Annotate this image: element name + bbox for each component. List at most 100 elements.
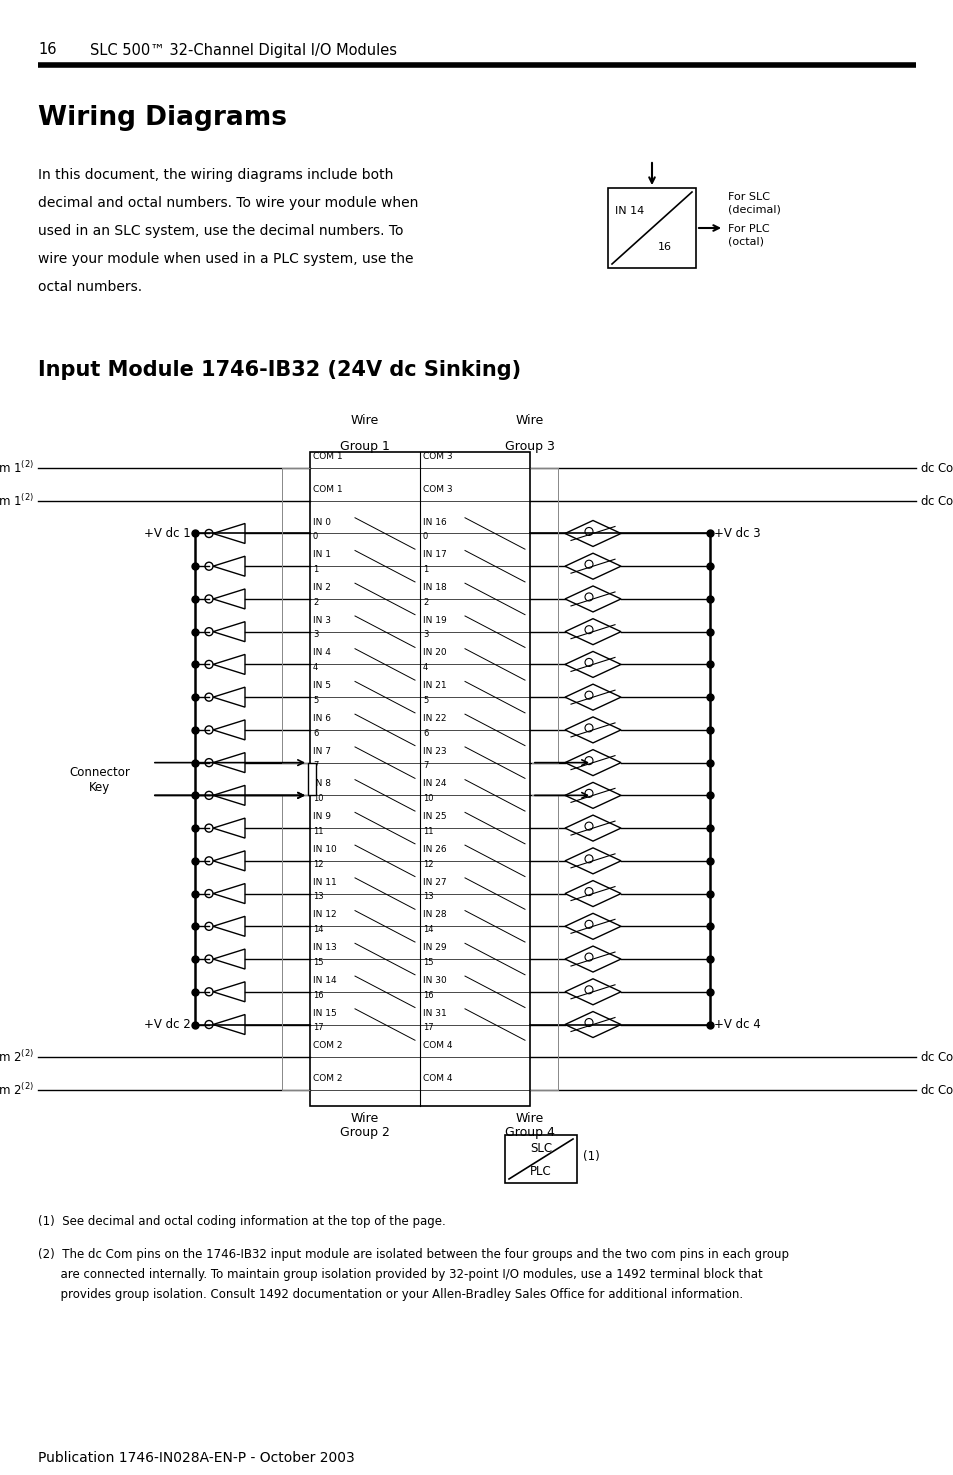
Text: (1)  See decimal and octal coding information at the top of the page.: (1) See decimal and octal coding informa…: [38, 1215, 445, 1229]
Text: Group 4: Group 4: [504, 1127, 555, 1139]
Text: 16: 16: [38, 43, 56, 58]
Text: +V dc 4: +V dc 4: [713, 1018, 760, 1031]
Text: 6: 6: [422, 729, 428, 738]
Text: Wire: Wire: [351, 1112, 378, 1125]
Text: IN 14: IN 14: [615, 207, 643, 215]
Text: 16: 16: [658, 242, 671, 252]
Text: +V dc 2: +V dc 2: [144, 1018, 191, 1031]
Text: 13: 13: [422, 892, 434, 901]
Text: dc Com 1$^{(2)}$: dc Com 1$^{(2)}$: [0, 493, 34, 509]
Text: IN 28: IN 28: [422, 910, 446, 919]
Bar: [607, 187, 696, 268]
Text: 4: 4: [313, 664, 318, 673]
Text: +V dc 1: +V dc 1: [144, 527, 191, 540]
Text: dc Com 2$^{(2)}$: dc Com 2$^{(2)}$: [0, 1083, 34, 1097]
Bar: [504, 1134, 577, 1183]
Text: 10: 10: [313, 794, 323, 804]
Text: 3: 3: [313, 630, 318, 640]
Text: In this document, the wiring diagrams include both: In this document, the wiring diagrams in…: [38, 168, 393, 181]
Text: IN 13: IN 13: [313, 943, 336, 951]
Text: IN 9: IN 9: [313, 813, 331, 822]
Text: 5: 5: [422, 696, 428, 705]
Text: For PLC: For PLC: [727, 224, 769, 235]
Text: dc Com 4$^{(2)}$: dc Com 4$^{(2)}$: [919, 1083, 953, 1097]
Text: IN 10: IN 10: [313, 845, 336, 854]
Text: 7: 7: [313, 761, 318, 770]
Text: provides group isolation. Consult 1492 documentation or your Allen-Bradley Sales: provides group isolation. Consult 1492 d…: [38, 1288, 742, 1301]
Text: Wire: Wire: [516, 413, 543, 426]
Text: IN 20: IN 20: [422, 649, 446, 658]
Text: IN 21: IN 21: [422, 681, 446, 690]
Bar: [310, 451, 530, 1106]
Text: 0: 0: [422, 532, 428, 541]
Text: 13: 13: [313, 892, 323, 901]
Text: IN 16: IN 16: [422, 518, 446, 527]
Text: dc Com 4$^{(2)}$: dc Com 4$^{(2)}$: [919, 1049, 953, 1065]
Text: IN 23: IN 23: [422, 746, 446, 755]
Text: (1): (1): [582, 1150, 599, 1164]
Text: 14: 14: [422, 925, 433, 934]
Text: 2: 2: [422, 597, 428, 606]
Text: Wire: Wire: [351, 413, 378, 426]
Text: are connected internally. To maintain group isolation provided by 32-point I/O m: are connected internally. To maintain gr…: [38, 1268, 762, 1280]
Text: 1: 1: [422, 565, 428, 574]
Text: COM 3: COM 3: [422, 451, 452, 462]
Text: IN 29: IN 29: [422, 943, 446, 951]
Text: 4: 4: [422, 664, 428, 673]
Text: IN 12: IN 12: [313, 910, 336, 919]
Text: PLC: PLC: [530, 1165, 551, 1179]
Text: IN 27: IN 27: [422, 878, 446, 886]
Text: IN 26: IN 26: [422, 845, 446, 854]
Text: IN 3: IN 3: [313, 615, 331, 625]
Text: Group 3: Group 3: [504, 440, 555, 453]
Text: IN 24: IN 24: [422, 779, 446, 789]
Text: 0: 0: [313, 532, 318, 541]
Text: 16: 16: [313, 991, 323, 1000]
Text: dc Com 2$^{(2)}$: dc Com 2$^{(2)}$: [0, 1049, 34, 1065]
Text: COM 2: COM 2: [313, 1041, 342, 1050]
Text: used in an SLC system, use the decimal numbers. To: used in an SLC system, use the decimal n…: [38, 224, 403, 237]
Text: 11: 11: [422, 827, 433, 836]
Text: Group 1: Group 1: [339, 440, 390, 453]
Text: COM 1: COM 1: [313, 451, 342, 462]
Text: IN 1: IN 1: [313, 550, 331, 559]
Text: SLC 500™ 32-Channel Digital I/O Modules: SLC 500™ 32-Channel Digital I/O Modules: [90, 43, 396, 58]
Text: 12: 12: [313, 860, 323, 869]
Text: +V dc 3: +V dc 3: [713, 527, 760, 540]
Text: 2: 2: [313, 597, 318, 606]
Text: dc Com 1$^{(2)}$: dc Com 1$^{(2)}$: [0, 460, 34, 476]
Text: 1: 1: [313, 565, 318, 574]
Text: 5: 5: [313, 696, 318, 705]
Text: 3: 3: [422, 630, 428, 640]
Text: IN 30: IN 30: [422, 976, 446, 985]
Text: octal numbers.: octal numbers.: [38, 280, 142, 294]
Text: dc Com 3$^{(2)}$: dc Com 3$^{(2)}$: [919, 460, 953, 476]
Text: IN 17: IN 17: [422, 550, 446, 559]
Text: IN 14: IN 14: [313, 976, 336, 985]
Text: 16: 16: [422, 991, 434, 1000]
Text: (octal): (octal): [727, 237, 763, 246]
Text: (decimal): (decimal): [727, 204, 781, 214]
Text: Key: Key: [90, 780, 111, 794]
Text: 14: 14: [313, 925, 323, 934]
Text: IN 15: IN 15: [313, 1009, 336, 1018]
Text: 15: 15: [313, 957, 323, 966]
Text: IN 6: IN 6: [313, 714, 331, 723]
Text: wire your module when used in a PLC system, use the: wire your module when used in a PLC syst…: [38, 252, 413, 266]
Text: IN 11: IN 11: [313, 878, 336, 886]
Text: COM 2: COM 2: [313, 1074, 342, 1083]
Text: Publication 1746-IN028A-EN-P - October 2003: Publication 1746-IN028A-EN-P - October 2…: [38, 1451, 355, 1465]
Text: Connector: Connector: [70, 767, 131, 779]
Text: 7: 7: [422, 761, 428, 770]
Text: IN 25: IN 25: [422, 813, 446, 822]
Text: COM 1: COM 1: [313, 485, 342, 494]
Text: 12: 12: [422, 860, 433, 869]
Text: IN 0: IN 0: [313, 518, 331, 527]
Text: Wiring Diagrams: Wiring Diagrams: [38, 105, 287, 131]
Text: Group 2: Group 2: [339, 1127, 390, 1139]
Bar: [308, 763, 315, 795]
Text: Wire: Wire: [516, 1112, 543, 1125]
Text: SLC: SLC: [529, 1142, 552, 1155]
Text: IN 19: IN 19: [422, 615, 446, 625]
Text: COM 4: COM 4: [422, 1074, 452, 1083]
